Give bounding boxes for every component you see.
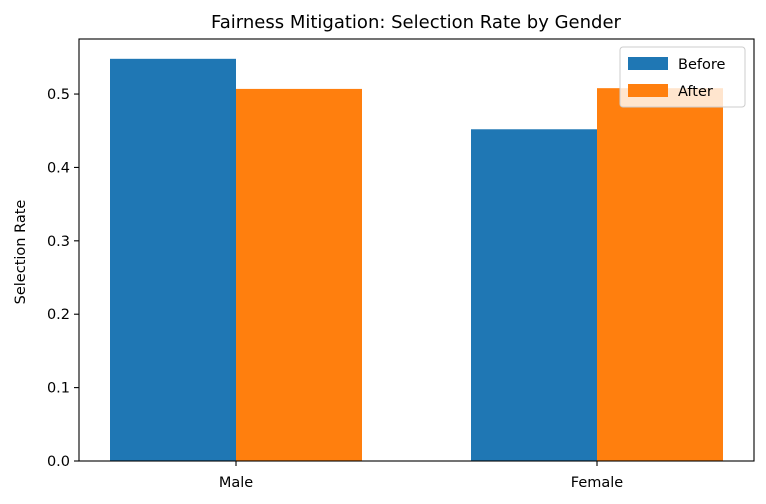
y-tick-label: 0.3 [47, 234, 70, 250]
legend: Before After [619, 46, 746, 108]
y-tick-label: 0.5 [47, 87, 70, 103]
legend-swatch-after [628, 84, 668, 97]
axes-group: 0.0 0.1 0.2 0.3 0.4 0.5 Male Female [47, 38, 755, 491]
bars-group [110, 58, 723, 462]
bar-before-female [471, 129, 597, 461]
bar-after-female [597, 88, 723, 461]
legend-label-after: After [678, 84, 713, 100]
y-axis-label: Selection Rate [13, 200, 29, 305]
y-tick-label: 0.0 [47, 454, 70, 470]
legend-label-before: Before [678, 57, 725, 73]
y-tick-label: 0.4 [47, 160, 70, 176]
y-tick-label: 0.1 [47, 381, 70, 397]
chart-title: Fairness Mitigation: Selection Rate by G… [211, 12, 621, 33]
bar-before-male [110, 58, 236, 462]
x-tick-label-male: Male [219, 475, 253, 491]
bar-after-male [236, 88, 362, 461]
y-tick-label: 0.2 [47, 307, 70, 323]
plot-frame [78, 38, 755, 462]
x-tick-label-female: Female [571, 475, 624, 491]
legend-swatch-before [628, 57, 668, 70]
